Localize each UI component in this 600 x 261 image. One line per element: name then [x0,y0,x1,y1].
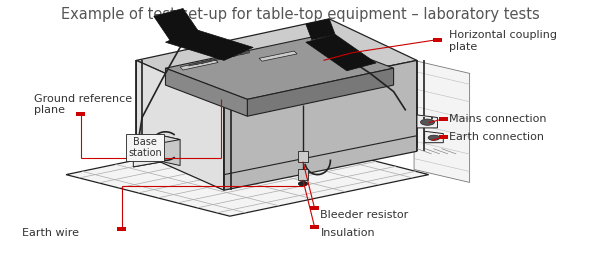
Polygon shape [215,57,224,60]
Polygon shape [425,131,443,143]
Bar [310,225,319,229]
Circle shape [299,182,307,186]
Text: Earth connection: Earth connection [449,132,544,142]
Circle shape [421,119,434,125]
Bar [439,135,448,139]
Circle shape [152,150,161,153]
Polygon shape [166,29,253,60]
Polygon shape [241,51,250,55]
Text: Insulation: Insulation [320,228,375,238]
Text: Horizontal coupling
plate: Horizontal coupling plate [449,30,557,52]
Text: Example of test set-up for ​table-top equipment – laboratory tests: Example of test set-up for ​table-top eq… [61,7,539,22]
Polygon shape [202,60,211,63]
Polygon shape [208,58,218,62]
Bar [117,227,126,231]
Polygon shape [234,53,243,56]
Polygon shape [259,51,297,61]
Bar [433,38,442,42]
Bar [439,117,448,121]
Text: Bleeder resistor: Bleeder resistor [320,210,409,220]
Polygon shape [133,136,163,167]
Circle shape [299,182,307,186]
Polygon shape [224,60,417,190]
Polygon shape [414,60,470,182]
Bar [310,206,319,210]
Polygon shape [154,9,200,42]
Polygon shape [133,162,163,167]
Polygon shape [166,37,394,99]
Polygon shape [306,34,376,71]
Polygon shape [196,61,205,65]
Polygon shape [306,19,335,40]
Polygon shape [247,68,394,116]
Polygon shape [202,60,211,63]
Polygon shape [221,56,230,59]
Polygon shape [227,54,237,58]
Polygon shape [136,60,224,190]
Polygon shape [136,19,417,99]
Text: Earth wire: Earth wire [22,228,79,238]
Polygon shape [298,169,308,180]
Circle shape [428,135,440,140]
Text: Ground reference
plane: Ground reference plane [34,94,132,115]
Polygon shape [215,57,224,61]
Polygon shape [417,115,437,128]
Polygon shape [163,136,180,165]
Polygon shape [166,68,247,116]
Polygon shape [298,151,308,162]
Text: Mains connection: Mains connection [449,114,547,124]
Polygon shape [227,54,237,57]
Bar [76,111,85,116]
Polygon shape [66,133,428,216]
Polygon shape [133,136,180,145]
Polygon shape [189,62,198,66]
Polygon shape [180,60,218,70]
Text: Base
station: Base station [128,137,162,158]
